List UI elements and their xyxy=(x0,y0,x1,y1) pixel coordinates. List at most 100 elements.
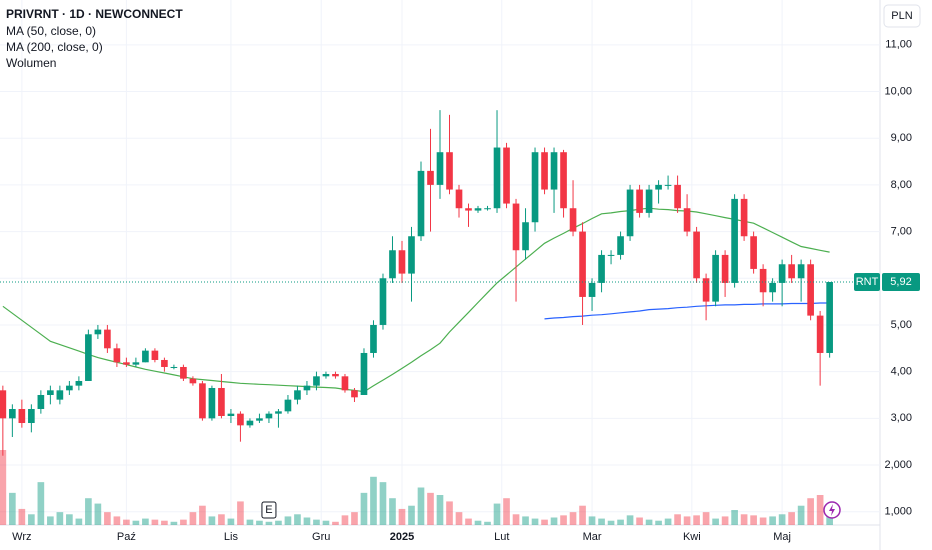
candle-body xyxy=(294,390,301,400)
volume-bar xyxy=(75,518,83,525)
volume-bar xyxy=(702,512,710,525)
candle-body xyxy=(56,390,64,400)
volume-bar xyxy=(550,517,558,525)
candles xyxy=(0,110,833,456)
candle-body xyxy=(674,184,681,209)
candle-body xyxy=(759,268,767,293)
x-tick-label: 2025 xyxy=(390,531,414,543)
price-badge xyxy=(882,273,920,292)
volume-bar xyxy=(370,476,377,525)
x-tick-label: Gru xyxy=(312,531,330,543)
candle-body xyxy=(750,236,757,269)
candle-body xyxy=(313,376,320,386)
volume-bar xyxy=(655,520,662,525)
candle-body xyxy=(180,366,187,379)
candle-body xyxy=(826,282,833,353)
volume-bar xyxy=(151,519,159,525)
candle-body xyxy=(227,413,235,417)
volume-bar xyxy=(674,514,681,525)
candle-body xyxy=(189,378,197,384)
y-tick-label: 4,00 xyxy=(891,366,912,378)
volume-bar xyxy=(427,492,434,525)
candle-body xyxy=(408,236,415,274)
event-marker[interactable]: E xyxy=(265,504,272,516)
volume-bar xyxy=(664,518,672,525)
candle-body xyxy=(37,394,45,409)
volume-bar xyxy=(731,510,738,525)
volume-bar xyxy=(132,520,140,525)
candle-body xyxy=(607,254,615,256)
candle-body xyxy=(816,315,824,353)
volume-bar xyxy=(693,515,700,525)
volume-bar xyxy=(113,516,121,525)
x-tick-label: Lis xyxy=(224,531,239,543)
volume-bar xyxy=(436,495,444,525)
volume-bar xyxy=(417,487,425,525)
volume-bar xyxy=(759,517,767,525)
candle-body xyxy=(683,208,691,232)
alert-icon[interactable] xyxy=(823,501,841,519)
volume-bar xyxy=(0,450,7,525)
volume-bar xyxy=(85,498,92,525)
volume-bar xyxy=(294,514,301,525)
currency-button[interactable] xyxy=(883,4,921,28)
legend-volume: Wolumen xyxy=(6,56,56,70)
volume-bar xyxy=(788,512,795,525)
candle-body xyxy=(246,420,254,426)
volume-bar xyxy=(170,521,178,525)
volume-bar xyxy=(408,505,415,525)
candle-body xyxy=(379,278,387,325)
volume-bar xyxy=(683,516,691,525)
x-tick-label: Maj xyxy=(773,531,791,543)
volume-bar xyxy=(636,517,643,525)
candle-body xyxy=(389,250,396,279)
volume-bar xyxy=(797,505,805,525)
candle-body xyxy=(9,408,16,419)
currency[interactable]: PLN xyxy=(891,10,912,22)
volume-bar xyxy=(199,505,206,525)
candle-body xyxy=(721,254,729,283)
volume-bar xyxy=(455,512,463,525)
candle-body xyxy=(18,408,26,424)
volume-bar xyxy=(398,508,406,525)
volume-bar xyxy=(588,516,596,525)
candle-body xyxy=(341,376,349,391)
candle-body xyxy=(113,348,121,363)
volume-bar xyxy=(94,503,102,525)
volume-bar xyxy=(493,503,501,525)
candle-body xyxy=(474,208,482,211)
candle-body xyxy=(275,411,282,414)
volume-bar xyxy=(256,520,263,525)
candle-body xyxy=(579,231,586,297)
y-tick-label: 3,00 xyxy=(891,412,912,424)
candle-body xyxy=(731,198,738,283)
candle-body xyxy=(75,380,83,386)
volume-bar xyxy=(265,521,273,525)
volume-bar xyxy=(218,514,225,525)
candle-body xyxy=(47,390,54,395)
volume-bar xyxy=(208,516,216,525)
candle-body xyxy=(531,152,539,223)
volume-bar xyxy=(303,517,311,525)
y-tick-label: 8,00 xyxy=(891,179,912,191)
volume-bars xyxy=(0,450,833,525)
volume-bar xyxy=(389,498,396,525)
volume-bar xyxy=(474,520,482,525)
volume-bar xyxy=(275,520,282,525)
candle-body xyxy=(123,362,130,365)
y-tick-label: 7,00 xyxy=(891,225,912,237)
candle-body xyxy=(617,236,624,255)
volume-bar xyxy=(598,518,605,525)
candle-body xyxy=(778,264,786,283)
volume-bar xyxy=(161,520,168,525)
candle-body xyxy=(522,222,529,251)
candle-body xyxy=(360,352,368,395)
volume-bar xyxy=(569,512,577,525)
volume-bar xyxy=(66,514,73,525)
event-marker-box xyxy=(261,501,277,519)
volume-bar xyxy=(322,520,330,525)
candle-body xyxy=(218,387,225,417)
volume-bar xyxy=(626,515,634,525)
volume-bar xyxy=(9,492,16,525)
